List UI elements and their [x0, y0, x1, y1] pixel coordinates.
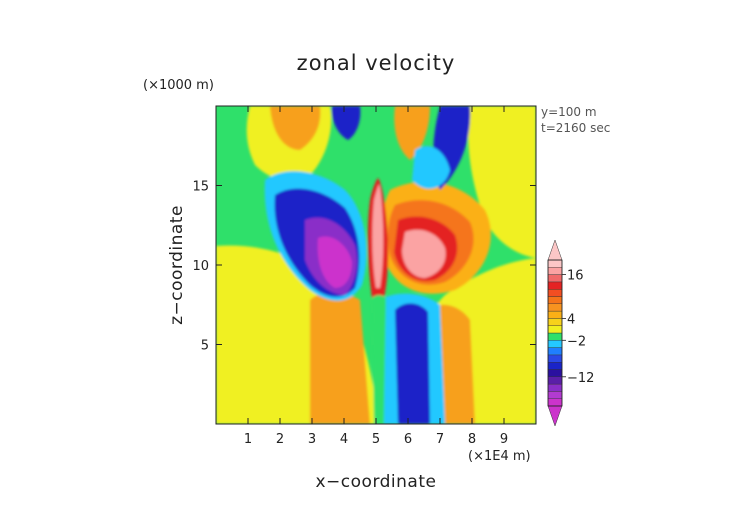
- colorbar-min-arrow: [547, 405, 563, 427]
- colorbar: 16 4 −2 −12: [547, 239, 594, 427]
- upper-blue-left: [331, 106, 361, 140]
- x-axis-ticks: 1 2 3 4 5 6 7 8 9: [244, 106, 508, 447]
- colorbar-band: [547, 310, 563, 319]
- x-unit-label: (×1E4 m): [468, 449, 531, 464]
- lower-column-green: [372, 295, 386, 424]
- colorbar-band: [547, 325, 563, 334]
- chart-title: zonal velocity: [297, 51, 456, 75]
- x-axis-label: x−coordinate: [316, 472, 437, 492]
- colorbar-band: [547, 332, 563, 341]
- colorbar-band: [547, 318, 563, 326]
- colorbar-band: [547, 340, 563, 348]
- x-tick-label: 1: [244, 432, 252, 447]
- colorbar-frame: [547, 259, 563, 407]
- colorbar-band: [547, 383, 563, 392]
- x-tick-label: 4: [340, 432, 348, 447]
- colorbar-band: [547, 281, 563, 290]
- x-tick-label: 6: [404, 432, 412, 447]
- colorbar-label: −12: [567, 371, 594, 386]
- orange-upper-left: [270, 106, 321, 150]
- orange-column-left: [310, 292, 370, 424]
- colorbar-band: [547, 376, 563, 385]
- colorbar-band: [547, 303, 563, 312]
- x-tick-label: 9: [500, 432, 508, 447]
- heatmap-plot-area: [216, 106, 536, 424]
- colorbar-band: [547, 347, 563, 356]
- colorbar-band: [547, 296, 563, 305]
- colorbar-label: 4: [567, 312, 575, 327]
- colorbar-band: [547, 398, 563, 407]
- colorbar-label: −2: [567, 334, 586, 349]
- colorbar-band: [547, 259, 563, 268]
- colorbar-band: [547, 369, 563, 378]
- colorbar-band: [547, 289, 563, 297]
- colorbar-band: [547, 354, 563, 363]
- y-unit-label: (×1000 m): [143, 78, 214, 93]
- colorbar-label: 16: [567, 269, 584, 284]
- orange-upper-right: [394, 106, 430, 160]
- left-lobe-magenta: [317, 236, 352, 288]
- colorbar-band: [547, 267, 563, 275]
- lower-column-blue: [395, 303, 430, 424]
- x-tick-label: 7: [436, 432, 444, 447]
- colorbar-band: [547, 362, 563, 370]
- x-tick-label: 5: [372, 432, 380, 447]
- colorbar-band: [547, 274, 563, 283]
- annotation-t: t=2160 sec: [541, 121, 610, 135]
- x-tick-label: 8: [468, 432, 476, 447]
- central-spike-pink: [372, 184, 384, 288]
- y-tick-label: 15: [192, 180, 209, 195]
- upper-cyan-right: [412, 146, 450, 189]
- y-tick-label: 5: [201, 339, 209, 354]
- y-tick-label: 10: [192, 259, 209, 274]
- x-tick-label: 2: [276, 432, 284, 447]
- colorbar-max-arrow: [547, 239, 563, 261]
- right-lobe-pink: [402, 229, 446, 278]
- annotation-y: y=100 m: [541, 105, 597, 119]
- colorbar-band: [547, 391, 563, 399]
- y-axis-label: z−coordinate: [167, 205, 187, 325]
- y-axis-ticks: 5 10 15: [192, 180, 536, 354]
- x-tick-label: 3: [308, 432, 316, 447]
